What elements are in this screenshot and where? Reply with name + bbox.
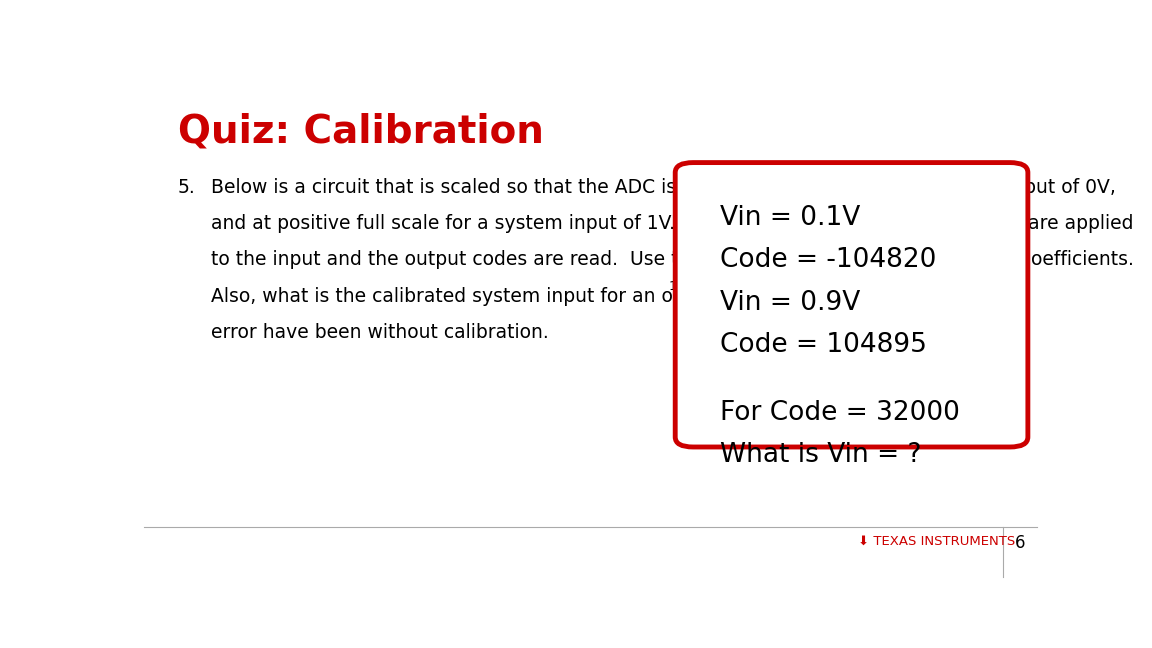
Text: error have been without calibration.: error have been without calibration. [211,323,548,342]
Text: 10: 10 [669,281,685,294]
Text: and at positive full scale for a system input of 1V.  Calibration signals of 0.1: and at positive full scale for a system … [211,214,1134,233]
Text: Vin = 0.9V: Vin = 0.9V [720,290,861,316]
Text: to the input and the output codes are read.  Use this information to create cali: to the input and the output codes are re… [211,250,1134,270]
Text: What is Vin = ?: What is Vin = ? [720,442,922,468]
FancyBboxPatch shape [675,163,1028,447]
Text: Code = 104895: Code = 104895 [720,332,926,358]
Text: Also, what is the calibrated system input for an output code of 32000: Also, what is the calibrated system inpu… [211,287,864,306]
Text: 5.: 5. [177,178,196,196]
Text: For Code = 32000: For Code = 32000 [720,400,960,426]
Text: Quiz: Calibration: Quiz: Calibration [177,113,544,151]
Text: 6: 6 [1015,535,1025,552]
Text: Code = -104820: Code = -104820 [720,248,937,273]
Text: Vin = 0.1V: Vin = 0.1V [720,205,861,231]
Text: ⬇ TEXAS INSTRUMENTS: ⬇ TEXAS INSTRUMENTS [858,535,1016,548]
Text: Below is a circuit that is scaled so that the ADC is at negative full scale for : Below is a circuit that is scaled so tha… [211,178,1116,196]
Text: .  Finally, what would the: . Finally, what would the [687,287,920,306]
